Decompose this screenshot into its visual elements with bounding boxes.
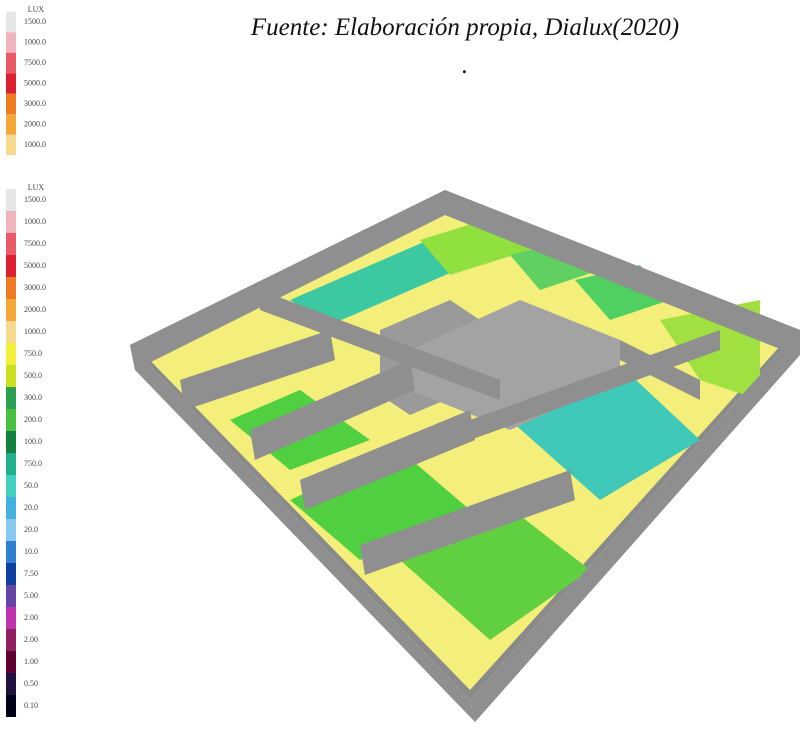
legend-label: 500.0 bbox=[24, 371, 42, 380]
legend-label: 200.0 bbox=[24, 415, 42, 424]
legend-label: 5000.0 bbox=[24, 261, 46, 270]
legend-swatch bbox=[6, 453, 16, 475]
legend-label: 2.00 bbox=[24, 635, 38, 644]
room bbox=[290, 450, 470, 560]
legend-label: 7500.0 bbox=[24, 58, 46, 67]
legend-swatch bbox=[6, 211, 16, 233]
legend-label: 2.00 bbox=[24, 613, 38, 622]
legend-label: 300.0 bbox=[24, 393, 42, 402]
caption: Fuente: Elaboración propia, Dialux(2020) bbox=[250, 14, 680, 41]
legend-swatch bbox=[6, 189, 16, 211]
legend-swatch bbox=[6, 497, 16, 519]
legend-label: 1000.0 bbox=[24, 140, 46, 149]
legend-swatch bbox=[6, 299, 16, 321]
legend-swatch bbox=[6, 73, 16, 94]
walls bbox=[130, 190, 800, 722]
legend-swatch bbox=[6, 387, 16, 409]
legend-swatch bbox=[6, 255, 16, 277]
legend-swatch bbox=[6, 32, 16, 53]
legend-label: 10.0 bbox=[24, 547, 38, 556]
legend: LUX 1500.0 1000.0 7500.0 5000.0 3000.0 2000.0 1… bbox=[6, 5, 46, 717]
legend-swatch bbox=[6, 475, 16, 497]
legend-swatch bbox=[6, 233, 16, 255]
room bbox=[290, 235, 480, 325]
legend-unit: LUX bbox=[28, 183, 45, 192]
legend-swatch bbox=[6, 11, 16, 33]
legend-label: 3000.0 bbox=[24, 99, 46, 108]
legend-swatch bbox=[6, 134, 16, 156]
legend-label: 1000.0 bbox=[24, 217, 46, 226]
legend-swatch bbox=[6, 519, 16, 541]
legend-swatch bbox=[6, 629, 16, 651]
legend-swatch bbox=[6, 114, 16, 135]
legend-swatch bbox=[6, 52, 16, 74]
legend-label: 100.0 bbox=[24, 437, 42, 446]
legend-label: 3000.0 bbox=[24, 283, 46, 292]
legend-label: 7500.0 bbox=[24, 239, 46, 248]
legend-label: 20.0 bbox=[24, 503, 38, 512]
legend-label: 5000.0 bbox=[24, 78, 46, 87]
legend-swatch bbox=[6, 651, 16, 673]
legend-swatch bbox=[6, 695, 16, 717]
legend-label: 750.0 bbox=[24, 459, 42, 468]
legend-swatch bbox=[6, 563, 16, 585]
legend-swatch bbox=[6, 585, 16, 607]
legend-label: 1000.0 bbox=[24, 37, 46, 46]
legend-swatch bbox=[6, 541, 16, 563]
legend-label: 2000.0 bbox=[24, 305, 46, 314]
legend-label: 7.50 bbox=[24, 569, 38, 578]
legend-swatch bbox=[6, 321, 16, 343]
legend-swatch bbox=[6, 277, 16, 299]
legend-swatch bbox=[6, 673, 16, 695]
legend-label: 1.00 bbox=[24, 657, 38, 666]
legend-swatch bbox=[6, 365, 16, 387]
legend-label: 2000.0 bbox=[24, 119, 46, 128]
legend-unit: LUX bbox=[28, 5, 45, 14]
legend-label: 5.00 bbox=[24, 591, 38, 600]
legend-label: 1500.0 bbox=[24, 17, 46, 26]
legend-label: 1000.0 bbox=[24, 327, 46, 336]
legend-swatch bbox=[6, 409, 16, 431]
legend-swatch bbox=[6, 431, 16, 453]
legend-swatch bbox=[6, 93, 16, 115]
legend-label: 50.0 bbox=[24, 481, 38, 490]
legend-label: 20.0 bbox=[24, 525, 38, 534]
legend-label: 750.0 bbox=[24, 349, 42, 358]
legend-label: 0.10 bbox=[24, 701, 38, 710]
legend-swatch bbox=[6, 607, 16, 629]
caption-mark: . bbox=[461, 52, 469, 79]
legend-swatch bbox=[6, 343, 16, 365]
legend-label: 0.50 bbox=[24, 679, 38, 688]
legend-label: 1500.0 bbox=[24, 195, 46, 204]
